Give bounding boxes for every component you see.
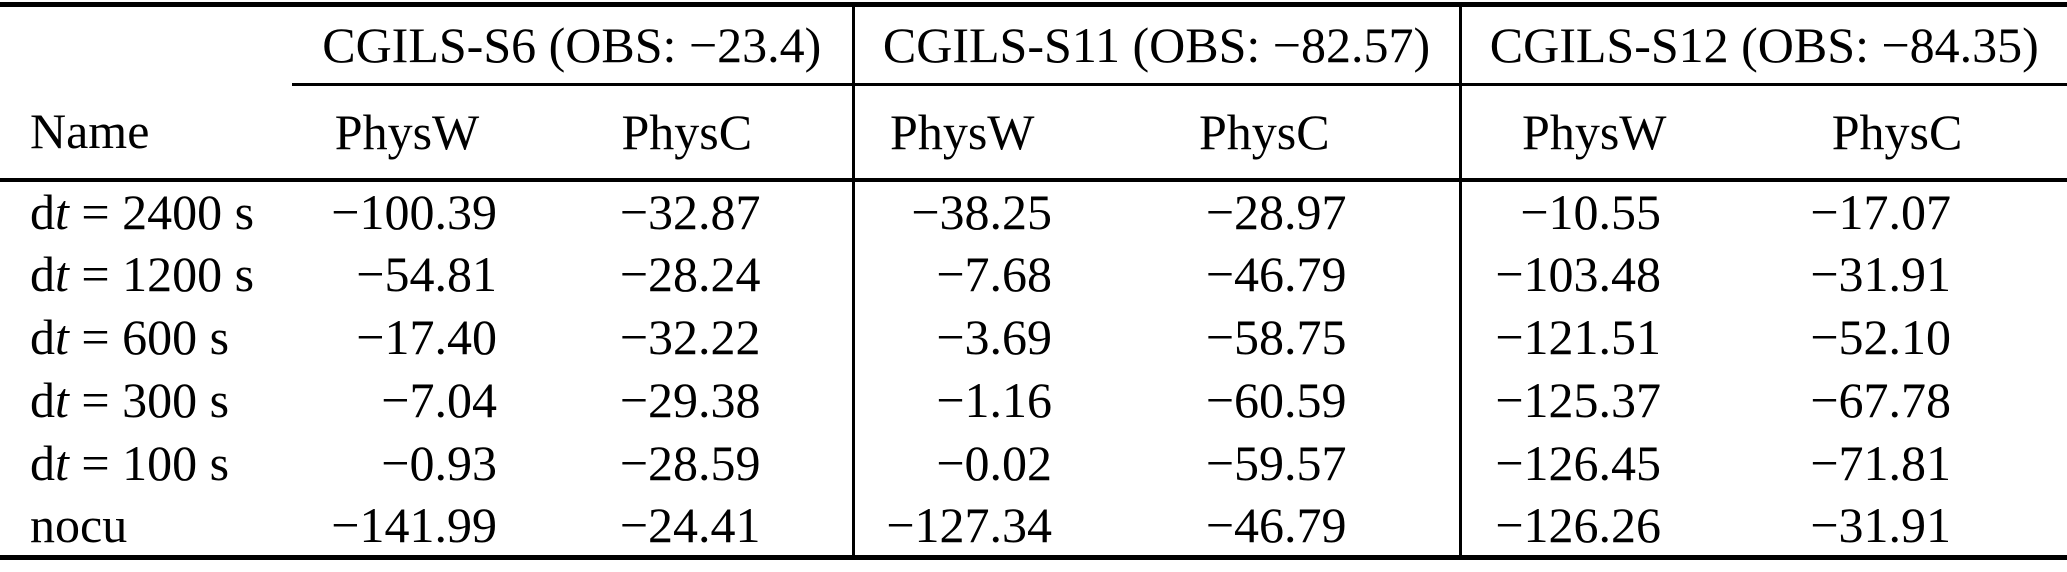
- value-cell: −103.48: [1495, 246, 1662, 302]
- value-cell: −127.34: [853, 494, 1071, 560]
- group-header-cgils-s11: CGILS-S11 (OBS: −82.57): [853, 2, 1462, 86]
- value-cell: −121.51: [1495, 309, 1662, 365]
- value-cell: −32.87: [522, 179, 855, 243]
- value-cell: −31.91: [1727, 494, 2067, 560]
- value-cell: −3.69: [936, 309, 1053, 365]
- value-cell: −46.79: [1070, 494, 1462, 560]
- table-row: dt = 1200 s −54.81 −28.24 −7.68 −46.79 −…: [0, 242, 2067, 306]
- value-cell: −100.39: [331, 184, 497, 240]
- column-header-name: Name: [0, 84, 292, 182]
- value-cell: −0.02: [936, 435, 1053, 491]
- row-name-rest: = 1200 s: [68, 246, 255, 302]
- row-name-italic: t: [55, 246, 69, 302]
- row-name-cell: dt = 100 s: [0, 432, 292, 495]
- row-name-text: nocu: [30, 496, 128, 553]
- value-cell: −71.81: [1810, 435, 1952, 491]
- row-name-text: d: [30, 372, 55, 428]
- group-header-cgils-s12: CGILS-S12 (OBS: −84.35): [1460, 2, 2067, 86]
- table-row: dt = 600 s −17.40 −32.22 −3.69 −58.75 −1…: [0, 305, 2067, 369]
- value-cell: −29.38: [522, 368, 855, 432]
- value-cell: −126.26: [1460, 494, 1728, 560]
- value-cell: −125.37: [1495, 372, 1662, 428]
- row-name-rest: = 100 s: [68, 435, 230, 491]
- value-cell: −28.97: [1070, 179, 1462, 243]
- value-cell: −46.79: [1070, 242, 1462, 306]
- row-name-italic: t: [55, 309, 69, 365]
- value-cell: −141.99: [292, 494, 522, 560]
- value-cell: −52.10: [1810, 309, 1952, 365]
- table-row: nocu −141.99 −24.41 −127.34 −46.79 −126.…: [0, 494, 2067, 560]
- group-header-row: CGILS-S6 (OBS: −23.4) CGILS-S11 (OBS: −8…: [0, 2, 2067, 86]
- column-header-physw-s11: PhysW: [853, 84, 1071, 182]
- row-name-cell: nocu: [0, 494, 292, 560]
- table-row: dt = 2400 s −100.39 −32.87 −38.25 −28.97…: [0, 179, 2067, 243]
- value-cell: −67.78: [1810, 372, 1952, 428]
- value-cell: −17.40: [356, 309, 497, 365]
- column-header-physc-s11: PhysC: [1070, 84, 1462, 182]
- row-name-cell: dt = 600 s: [0, 306, 292, 369]
- row-name-text: d: [30, 246, 55, 302]
- value-cell: −54.81: [356, 246, 497, 302]
- table-row: dt = 300 s −7.04 −29.38 −1.16 −60.59 −12…: [0, 368, 2067, 432]
- value-cell: −24.41: [522, 494, 855, 560]
- value-cell: −7.04: [381, 372, 497, 428]
- value-cell: −0.93: [381, 435, 497, 491]
- value-cell: −126.45: [1495, 435, 1662, 491]
- value-cell: −31.91: [1810, 246, 1952, 302]
- row-name-italic: t: [55, 435, 69, 491]
- value-cell: −38.25: [911, 184, 1053, 240]
- value-cell: −28.59: [522, 431, 855, 495]
- column-header-physw-s6: PhysW: [292, 84, 522, 182]
- column-header-physc-s12: PhysC: [1727, 84, 2067, 182]
- group-header-cgils-s6: CGILS-S6 (OBS: −23.4): [292, 2, 855, 86]
- row-name-rest: = 300 s: [68, 372, 230, 428]
- value-cell: −10.55: [1520, 184, 1662, 240]
- value-cell: −17.07: [1810, 184, 1952, 240]
- row-name-text: d: [30, 309, 55, 365]
- value-cell: −60.59: [1070, 368, 1462, 432]
- group-header-spacer: [0, 2, 292, 85]
- value-cell: −58.75: [1070, 305, 1462, 369]
- column-header-physc-s6: PhysC: [522, 84, 855, 182]
- row-name-italic: t: [55, 184, 69, 240]
- row-name-cell: dt = 300 s: [0, 369, 292, 432]
- value-cell: −1.16: [936, 372, 1053, 428]
- row-name-rest: = 2400 s: [68, 184, 255, 240]
- value-cell: −59.57: [1070, 431, 1462, 495]
- row-name-italic: t: [55, 372, 69, 428]
- column-header-physw-s12: PhysW: [1460, 84, 1728, 182]
- row-name-cell: dt = 2400 s: [0, 180, 292, 243]
- value-cell: −32.22: [522, 305, 855, 369]
- row-name-text: d: [30, 184, 55, 240]
- value-cell: −28.24: [522, 242, 855, 306]
- column-header-row: Name PhysW PhysC PhysW PhysC PhysW PhysC: [0, 84, 2067, 182]
- row-name-cell: dt = 1200 s: [0, 243, 292, 306]
- row-name-rest: = 600 s: [68, 309, 230, 365]
- results-table: CGILS-S6 (OBS: −23.4) CGILS-S11 (OBS: −8…: [0, 2, 2067, 560]
- row-name-text: d: [30, 435, 55, 491]
- value-cell: −7.68: [936, 246, 1053, 302]
- table-row: dt = 100 s −0.93 −28.59 −0.02 −59.57 −12…: [0, 431, 2067, 495]
